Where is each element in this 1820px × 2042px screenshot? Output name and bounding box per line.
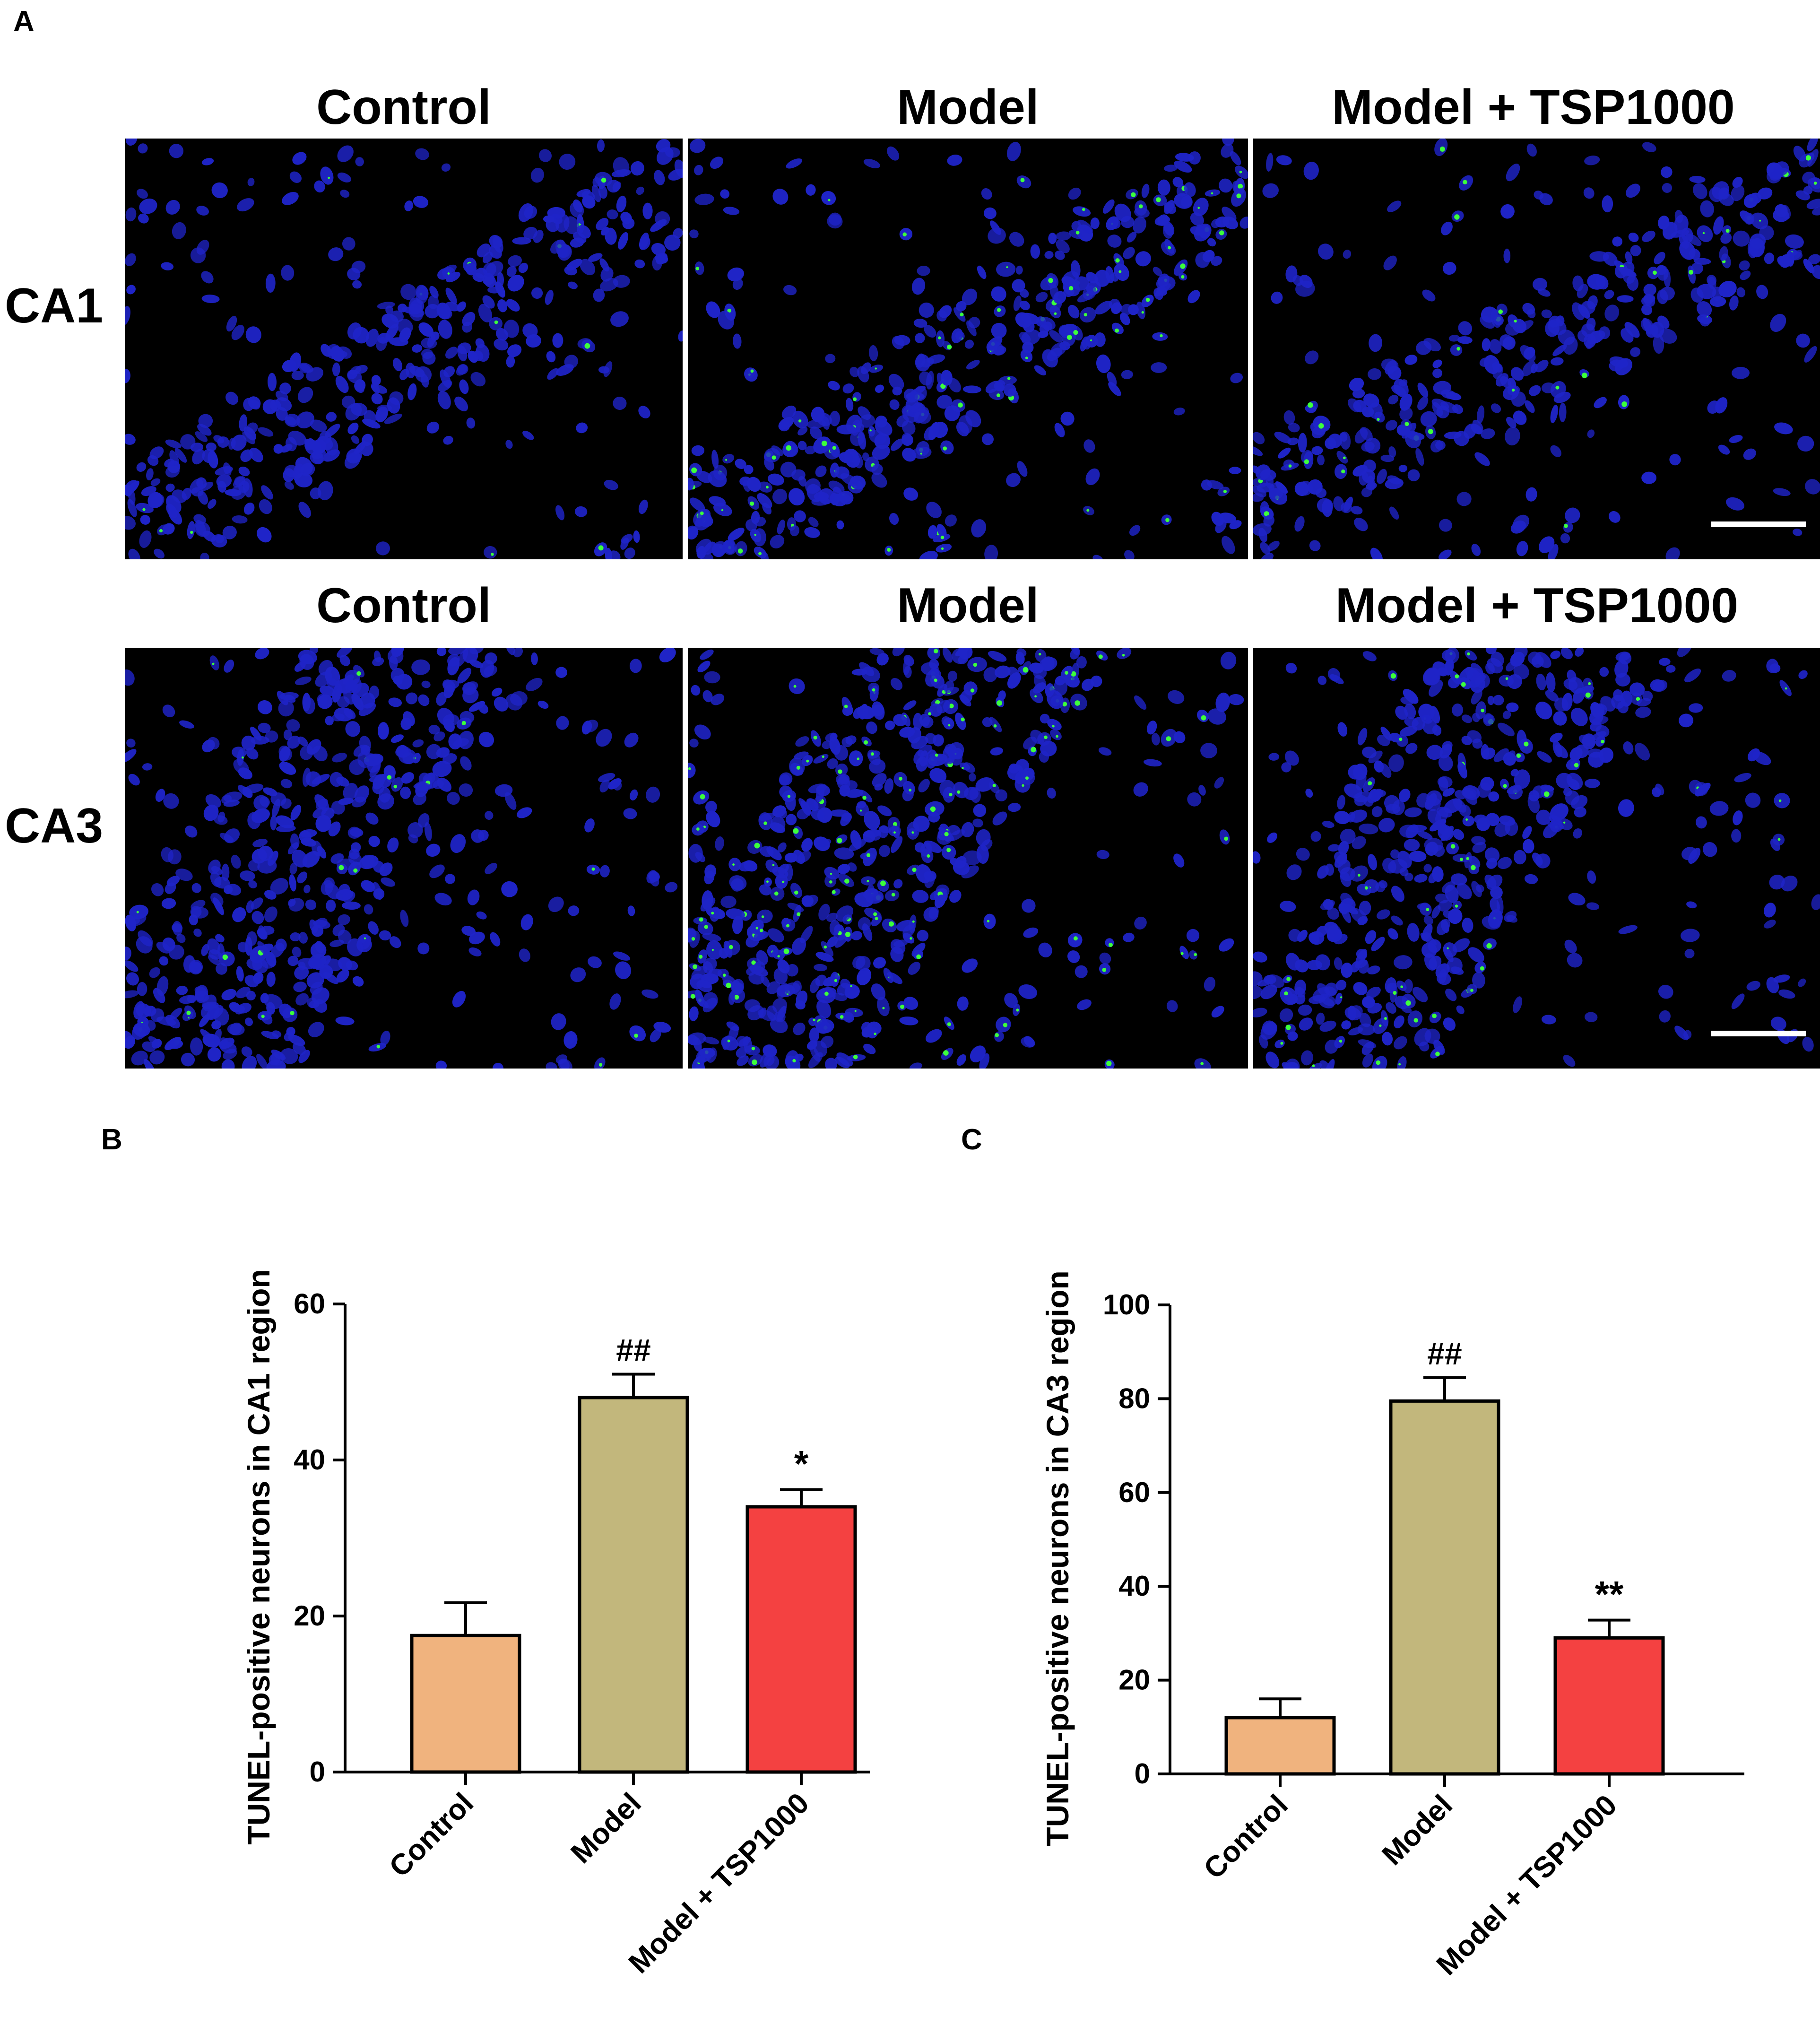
micrograph-image xyxy=(688,139,1248,559)
bar-chart-ca3: TUNEL-positive neurons in CA3 region 0 20 4… xyxy=(898,1154,1820,2042)
bar xyxy=(410,1634,521,1774)
micrograph-ca1-control xyxy=(125,139,683,559)
col-title-control-ca1: Control xyxy=(316,80,491,135)
bar-chart-ca3-svg: TUNEL-positive neurons in CA3 region 0 20 4… xyxy=(1040,1270,1744,1981)
panel-label-a: A xyxy=(13,5,35,38)
y-tick-label: 20 xyxy=(294,1600,325,1632)
y-tick-label: 60 xyxy=(1118,1477,1150,1508)
micrograph-image xyxy=(688,648,1248,1069)
y-tick-label: 20 xyxy=(1118,1664,1150,1696)
row-label-ca1: CA1 xyxy=(5,278,104,333)
bar-chart-ca1-svg: TUNEL-positive neurons in CA1 region 0 20 4… xyxy=(241,1269,870,1980)
y-tick-label: 0 xyxy=(310,1756,325,1788)
bar xyxy=(1389,1399,1500,1776)
micrograph-ca3-tsp xyxy=(1253,648,1820,1069)
y-axis-label: TUNEL-positive neurons in CA3 region xyxy=(1040,1270,1075,1846)
x-tick-label: Model + TSP1000 xyxy=(1430,1789,1623,1981)
significance-label: * xyxy=(794,1443,809,1485)
y-tick-label: 80 xyxy=(1118,1382,1150,1414)
y-tick-label: 40 xyxy=(1118,1570,1150,1602)
y-tick-label: 0 xyxy=(1135,1758,1150,1790)
col-title-model-ca1: Model xyxy=(897,80,1039,135)
bar xyxy=(1553,1636,1665,1776)
col-title-tsp-ca3: Model + TSP1000 xyxy=(1335,578,1739,633)
scale-bar xyxy=(1711,1031,1806,1036)
micrograph-ca3-model xyxy=(688,648,1248,1069)
significance-label: ** xyxy=(1595,1573,1624,1615)
scale-bar xyxy=(1711,521,1806,527)
panel-label-c: C xyxy=(961,1123,982,1156)
micrograph-image xyxy=(1253,139,1820,559)
col-title-model-ca3: Model xyxy=(897,578,1039,633)
significance-label: ## xyxy=(616,1333,650,1368)
x-tick-label: Model xyxy=(1376,1789,1458,1871)
y-tick-label: 100 xyxy=(1103,1289,1150,1321)
y-tick-label: 60 xyxy=(294,1288,325,1320)
significance-label: ## xyxy=(1427,1336,1462,1371)
micrograph-ca3-control xyxy=(125,648,683,1069)
bar xyxy=(745,1505,857,1774)
y-axis-label: TUNEL-positive neurons in CA1 region xyxy=(241,1269,276,1844)
x-tick-label: Control xyxy=(1197,1789,1294,1886)
micrograph-image xyxy=(1253,648,1820,1069)
row-label-ca3: CA3 xyxy=(5,799,104,853)
micrograph-image xyxy=(125,648,683,1069)
micrograph-ca1-model xyxy=(688,139,1248,559)
bar xyxy=(578,1396,689,1774)
x-tick-label: Model + TSP1000 xyxy=(623,1787,815,1980)
y-tick-label: 40 xyxy=(294,1444,325,1476)
micrograph-ca1-tsp xyxy=(1253,139,1820,559)
bar xyxy=(1224,1716,1336,1776)
x-tick-label: Model xyxy=(564,1787,647,1869)
col-title-control-ca3: Control xyxy=(316,578,491,633)
micrograph-image xyxy=(125,139,683,559)
col-title-tsp-ca1: Model + TSP1000 xyxy=(1332,80,1735,135)
panel-label-b: B xyxy=(101,1123,122,1156)
bar-chart-ca1: TUNEL-positive neurons in CA1 region 0 20 4… xyxy=(0,1154,898,2042)
x-tick-label: Control xyxy=(383,1787,480,1884)
